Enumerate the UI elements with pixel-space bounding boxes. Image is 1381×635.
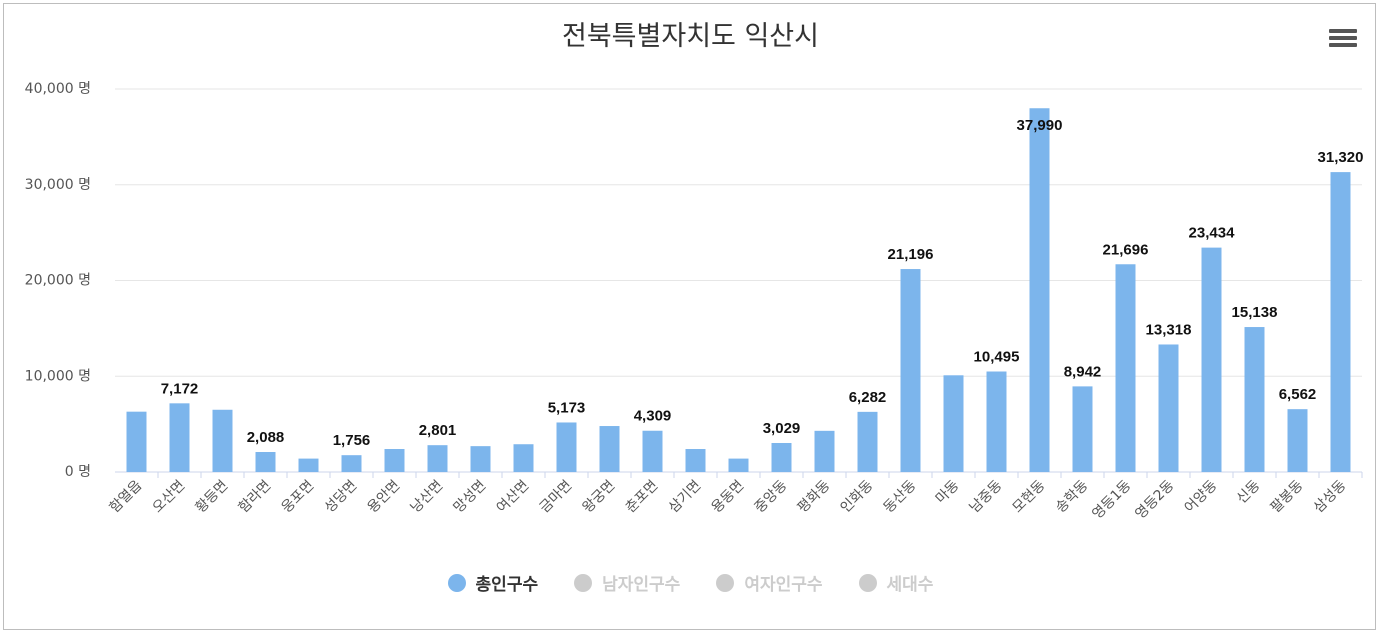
bar[interactable] [1244, 327, 1265, 472]
chart-frame [3, 3, 1376, 630]
x-tick-label: 남중동 [967, 477, 1006, 516]
y-tick-label: 30,000 명 [25, 177, 91, 193]
data-label: 2,801 [419, 422, 457, 439]
bar[interactable] [685, 449, 706, 472]
y-tick-label: 0 명 [65, 464, 91, 480]
bar[interactable] [599, 426, 620, 472]
legend-marker [858, 573, 877, 592]
bar[interactable] [728, 458, 749, 472]
data-label: 8,942 [1064, 363, 1102, 380]
x-tick-label: 삼기면 [666, 478, 705, 517]
x-tick-label: 함열읍 [107, 477, 146, 516]
chart-title: 전북특별자치도 익산시 [562, 21, 819, 52]
data-label: 2,088 [247, 429, 285, 446]
legend-item[interactable]: 총인구수 [447, 570, 539, 595]
x-tick-label: 웅포면 [279, 478, 318, 517]
bar[interactable] [814, 430, 835, 472]
bar[interactable] [943, 375, 964, 472]
legend-label: 총인구수 [475, 575, 539, 595]
x-tick-label: 성당면 [322, 478, 361, 517]
x-tick-label: 어양동 [1182, 477, 1221, 516]
data-label: 21,196 [888, 246, 934, 263]
bar[interactable] [1287, 409, 1308, 472]
bar[interactable] [513, 444, 534, 472]
bar[interactable] [427, 445, 448, 472]
x-tick-label: 삼성동 [1311, 477, 1350, 516]
legend-label: 여자인구수 [744, 575, 823, 595]
x-tick-label: 중앙동 [752, 477, 791, 516]
x-tick-label: 영등1동 [1089, 477, 1134, 522]
data-label: 1,756 [333, 432, 371, 449]
legend: 총인구수 남자인구수 여자인구수 세대수 [0, 570, 1381, 597]
bar[interactable] [212, 409, 233, 472]
bar[interactable] [771, 442, 792, 472]
bar[interactable] [126, 411, 147, 472]
data-label: 6,282 [849, 389, 887, 406]
bar[interactable] [470, 446, 491, 472]
bar[interactable] [1201, 247, 1222, 472]
x-tick-label: 팔봉동 [1268, 477, 1307, 516]
x-tick-label: 용동면 [709, 478, 748, 517]
x-tick-label: 동산동 [881, 477, 920, 516]
y-tick-label: 10,000 명 [25, 368, 91, 384]
x-tick-label: 인화동 [838, 477, 877, 516]
x-tick-label: 모현동 [1010, 477, 1049, 516]
x-tick-label: 마동 [933, 477, 963, 507]
menu-icon[interactable] [1327, 26, 1359, 54]
bar[interactable] [1330, 172, 1351, 472]
x-tick-label: 낭산면 [408, 478, 447, 517]
legend-marker [716, 573, 735, 592]
bar[interactable] [341, 455, 362, 472]
bar[interactable] [1072, 386, 1093, 472]
bar[interactable] [986, 371, 1007, 472]
legend-item[interactable]: 세대수 [858, 570, 934, 595]
bar[interactable] [857, 411, 878, 472]
data-label: 10,495 [974, 349, 1020, 366]
bar[interactable] [900, 269, 921, 472]
legend-marker [447, 573, 466, 592]
x-tick-label: 평화동 [795, 477, 834, 516]
x-tick-label: 신동 [1234, 477, 1264, 507]
y-tick-label: 20,000 명 [25, 273, 91, 289]
data-label: 6,562 [1279, 386, 1317, 403]
x-tick-label: 망성면 [451, 478, 490, 517]
data-label: 3,029 [763, 420, 801, 437]
bar[interactable] [255, 452, 276, 472]
data-label: 31,320 [1318, 149, 1364, 166]
x-tick-label: 왕궁면 [580, 478, 619, 517]
data-label: 7,172 [161, 380, 199, 397]
x-tick-label: 함라면 [236, 478, 275, 517]
legend-item[interactable]: 여자인구수 [716, 570, 823, 595]
bar[interactable] [556, 422, 577, 472]
data-label: 5,173 [548, 399, 586, 416]
x-tick-label: 오산면 [150, 478, 189, 517]
x-tick-label: 춘포면 [623, 478, 662, 517]
bar[interactable] [1158, 344, 1179, 472]
bar[interactable] [1029, 108, 1050, 472]
x-tick-label: 황등면 [193, 478, 232, 517]
data-label: 37,990 [1017, 117, 1063, 134]
bar[interactable] [169, 403, 190, 472]
y-tick-label: 40,000 명 [25, 81, 91, 97]
x-tick-label: 금마면 [537, 478, 576, 517]
data-label: 21,696 [1103, 241, 1149, 258]
bar[interactable] [1115, 264, 1136, 472]
data-label: 13,318 [1146, 321, 1192, 338]
x-tick-label: 용안면 [365, 478, 404, 517]
x-tick-label: 여산면 [494, 478, 533, 517]
bar[interactable] [384, 449, 405, 472]
bar[interactable] [642, 430, 663, 472]
legend-label: 남자인구수 [602, 575, 681, 595]
bar[interactable] [298, 458, 319, 472]
legend-marker [574, 573, 593, 592]
legend-item[interactable]: 남자인구수 [574, 570, 680, 595]
data-label: 23,434 [1189, 225, 1236, 242]
legend-label: 세대수 [886, 575, 934, 595]
data-label: 15,138 [1232, 304, 1278, 321]
x-tick-label: 송학동 [1053, 477, 1092, 516]
x-tick-label: 영등2동 [1132, 477, 1177, 522]
data-label: 4,309 [634, 408, 672, 425]
